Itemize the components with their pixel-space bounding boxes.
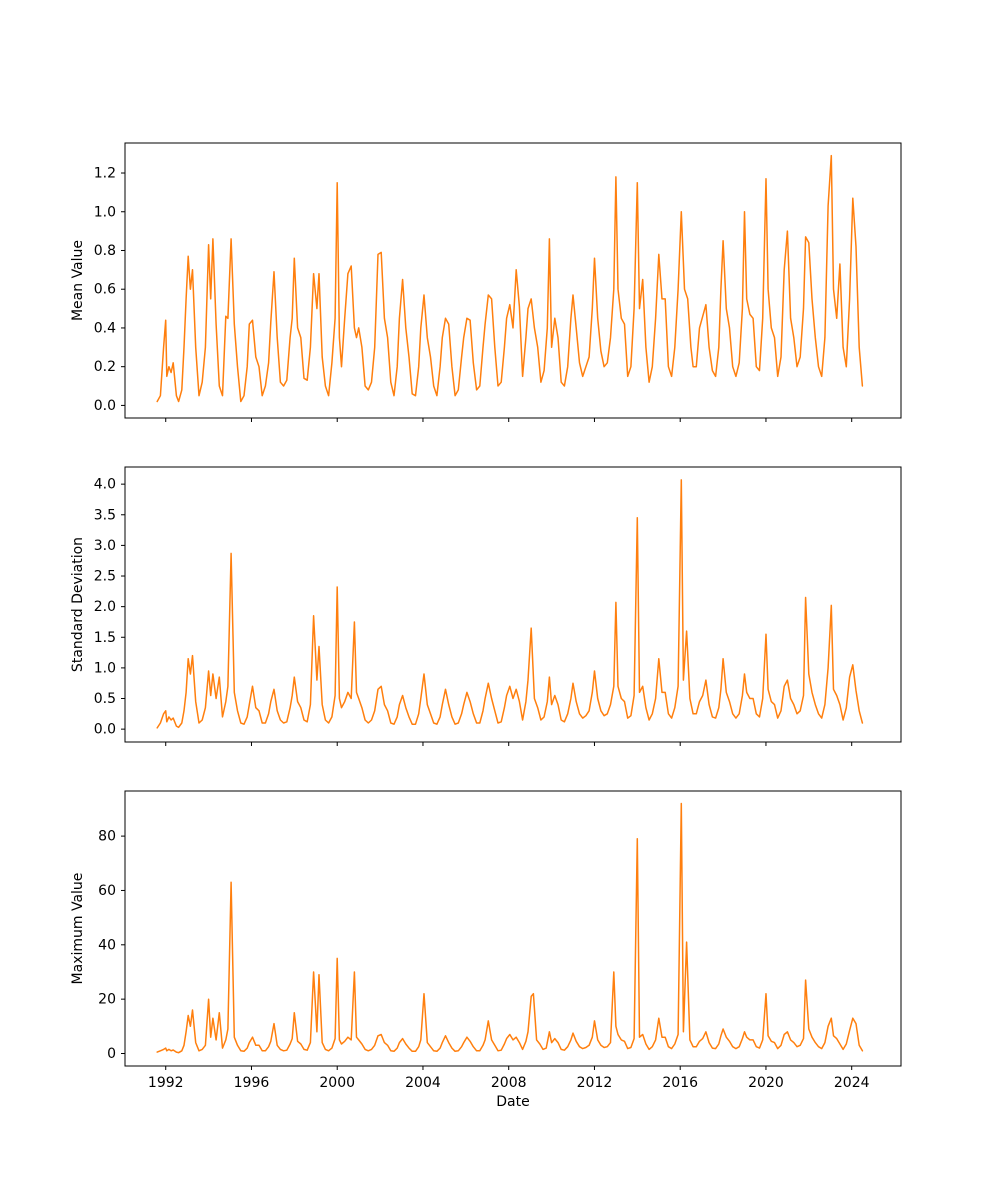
y-tick-label: 3.5: [94, 507, 116, 523]
x-tick-label: 1996: [234, 1075, 270, 1091]
x-tick-label: 2024: [834, 1075, 870, 1091]
y-tick-label: 40: [98, 937, 116, 953]
subplot-2: 0 20 40 60 80 1992 1996 2000 2004 2008 2012 2016 202…: [98, 790, 902, 1091]
y-tick-label: 4.0: [94, 477, 116, 493]
axes-frame: [124, 790, 902, 1067]
y-tick-label: 2.0: [94, 599, 116, 615]
y-axis-label-standard-deviation: Standard Deviation: [70, 537, 86, 672]
y-tick-label: 3.0: [94, 538, 116, 554]
y-tick-label: 1.2: [94, 166, 116, 182]
x-tick-label: 2008: [491, 1075, 527, 1091]
subplot-0: 0.0 0.2 0.4 0.6 0.8 1.0 1.2: [94, 142, 902, 422]
axes-frame: [124, 142, 902, 419]
series-line-standard-deviation: [156, 479, 864, 729]
y-axis-label-mean-value: Mean Value: [70, 240, 86, 321]
y-tick-label: 0.8: [94, 243, 116, 259]
y-tick-label: 2.5: [94, 569, 116, 585]
y-tick-label: 1.5: [94, 630, 116, 646]
axes-frame: [124, 466, 902, 743]
x-tick-label: 2020: [748, 1075, 784, 1091]
y-tick-label: 1.0: [94, 204, 116, 220]
y-tick-label: 20: [98, 992, 116, 1008]
x-tick-label: 2012: [577, 1075, 613, 1091]
y-tick-label: 1.0: [94, 660, 116, 676]
y-tick-label: 0.2: [94, 359, 116, 375]
x-tick-label: 2016: [662, 1075, 698, 1091]
x-tick-label: 2004: [405, 1075, 441, 1091]
x-tick-label: 2000: [319, 1075, 355, 1091]
y-tick-label: 0: [107, 1046, 116, 1062]
subplot-1: 0.0 0.5 1.0 1.5 2.0 2.5 3.0 3.5 4.0: [94, 466, 902, 746]
y-tick-label: 0.6: [94, 282, 116, 298]
y-tick-label: 0.0: [94, 722, 116, 738]
y-tick-label: 80: [98, 829, 116, 845]
y-tick-label: 0.4: [94, 320, 116, 336]
x-axis-label-date: Date: [496, 1094, 529, 1110]
x-tick-label: 1992: [148, 1075, 184, 1091]
series-line-maximum-value: [156, 802, 864, 1054]
y-tick-label: 0.5: [94, 691, 116, 707]
y-tick-label: 60: [98, 883, 116, 899]
y-tick-label: 0.0: [94, 398, 116, 414]
y-axis-label-maximum-value: Maximum Value: [70, 873, 86, 985]
series-line-mean-value: [156, 154, 864, 403]
